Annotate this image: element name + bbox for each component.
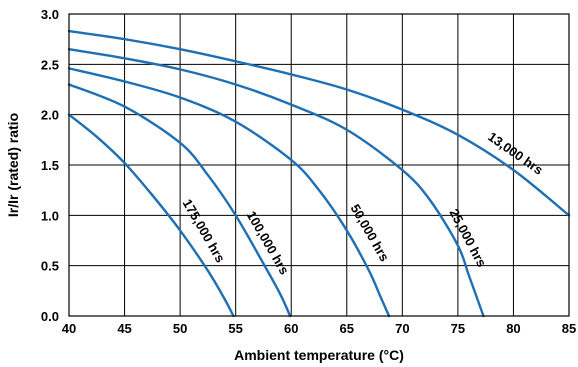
- series-label: 50,000 hrs: [347, 201, 392, 264]
- y-tick-label: 2.5: [41, 57, 59, 72]
- grid: [68, 13, 570, 317]
- y-tick-label: 1.5: [41, 158, 59, 173]
- y-tick-label: 3.0: [41, 7, 59, 22]
- x-tick-label: 60: [284, 321, 298, 336]
- y-tick-label: 2.0: [41, 108, 59, 123]
- series-line: [67, 48, 485, 318]
- x-tick-label: 80: [506, 321, 520, 336]
- series-label: 175,000 hrs: [180, 196, 228, 265]
- x-tick-label: 75: [451, 321, 465, 336]
- y-axis-title: Ir/Ir (rated) ratio: [5, 113, 21, 217]
- x-tick-label: 85: [562, 321, 576, 336]
- series-line: [67, 67, 391, 318]
- y-tick-label: 0.5: [41, 259, 59, 274]
- x-tick-label: 45: [117, 321, 131, 336]
- y-tick-label: 1.0: [41, 208, 59, 223]
- y-tick-label: 0.0: [41, 309, 59, 324]
- series-line: [67, 83, 292, 318]
- x-axis-ticks: 40 45 50 55 60 65 70 75 80 85: [62, 321, 576, 336]
- y-axis-ticks: 0.0 0.5 1.0 1.5 2.0 2.5 3.0: [41, 7, 59, 324]
- x-tick-label: 65: [340, 321, 354, 336]
- series-line: [67, 29, 571, 217]
- x-tick-label: 40: [62, 321, 76, 336]
- x-tick-label: 55: [228, 321, 242, 336]
- x-tick-label: 50: [173, 321, 187, 336]
- series-curves: [67, 29, 571, 318]
- x-axis-title: Ambient temperature (°C): [234, 347, 404, 363]
- x-tick-label: 70: [395, 321, 409, 336]
- series-line: [67, 113, 235, 318]
- plot-frame: [68, 13, 570, 317]
